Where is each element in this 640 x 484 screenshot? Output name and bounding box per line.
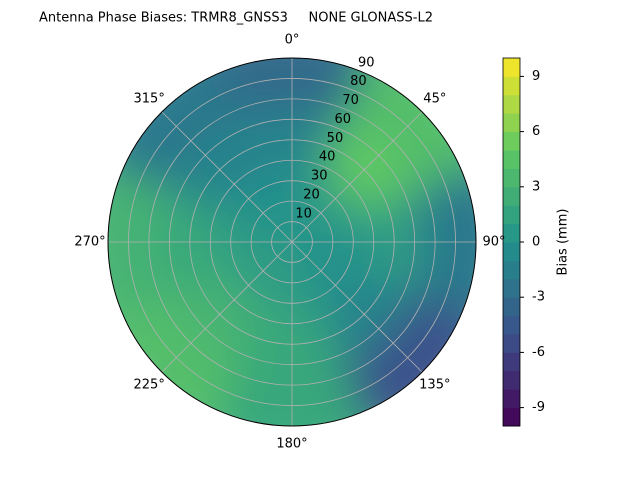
colorbar-band [503, 315, 520, 335]
r-tick-label: 10 [295, 206, 312, 221]
colorbar-band [503, 260, 520, 280]
theta-tick-label: 45° [423, 92, 446, 107]
colorbar-band [503, 58, 520, 77]
colorbar-band [503, 94, 520, 114]
colorbar-tick-label: 3 [532, 179, 540, 194]
theta-tick-label: 0° [285, 33, 300, 48]
colorbar-band [503, 223, 520, 243]
r-tick-label: 50 [327, 131, 344, 146]
colorbar-band [503, 131, 520, 151]
colorbar-tick-label: -9 [532, 400, 545, 415]
colorbar-band [503, 334, 520, 353]
grid-spoke [161, 111, 293, 243]
grid [107, 57, 477, 427]
colorbar [502, 57, 524, 427]
colorbar-band [503, 278, 520, 298]
r-tick-label: 70 [342, 93, 359, 108]
colorbar-band [503, 168, 520, 188]
grid-spoke [291, 241, 423, 373]
colorbar-band [503, 297, 520, 317]
colorbar-band [503, 389, 520, 409]
theta-tick-label: 135° [419, 377, 450, 392]
colorbar-band [503, 205, 520, 225]
theta-tick-label: 315° [134, 92, 165, 107]
colorbar-tick-label: -6 [532, 345, 545, 360]
r-tick-label: 20 [303, 187, 320, 202]
colorbar-band [503, 150, 520, 169]
colorbar-tick-label: -3 [532, 290, 545, 305]
colorbar-band [503, 113, 520, 133]
colorbar-tick-label: 9 [532, 69, 540, 84]
r-tick-label: 40 [319, 150, 336, 165]
r-tick-label: 30 [311, 169, 328, 184]
colorbar-band [503, 76, 520, 96]
polar-frame [107, 57, 477, 427]
theta-tick-label: 270° [74, 235, 105, 250]
r-tick-label: 90 [358, 55, 375, 70]
r-tick-label: 80 [350, 74, 367, 89]
colorbar-band [503, 186, 520, 206]
r-tick-label: 60 [334, 112, 351, 127]
chart-title: Antenna Phase Biases: TRMR8_GNSS3 NONE G… [39, 11, 433, 26]
colorbar-band [503, 242, 520, 261]
colorbar-tick-label: 0 [532, 235, 540, 250]
colorbar-tick-label: 6 [532, 124, 540, 139]
theta-tick-label: 180° [276, 437, 307, 452]
grid-spoke [161, 241, 293, 373]
theta-tick-label: 225° [134, 377, 165, 392]
colorbar-band [503, 352, 520, 372]
colorbar-band [503, 370, 520, 390]
colorbar-label: Bias (mm) [556, 209, 571, 276]
grid-spoke [291, 111, 423, 243]
theta-tick-label: 90° [482, 235, 505, 250]
colorbar-band [503, 407, 520, 427]
